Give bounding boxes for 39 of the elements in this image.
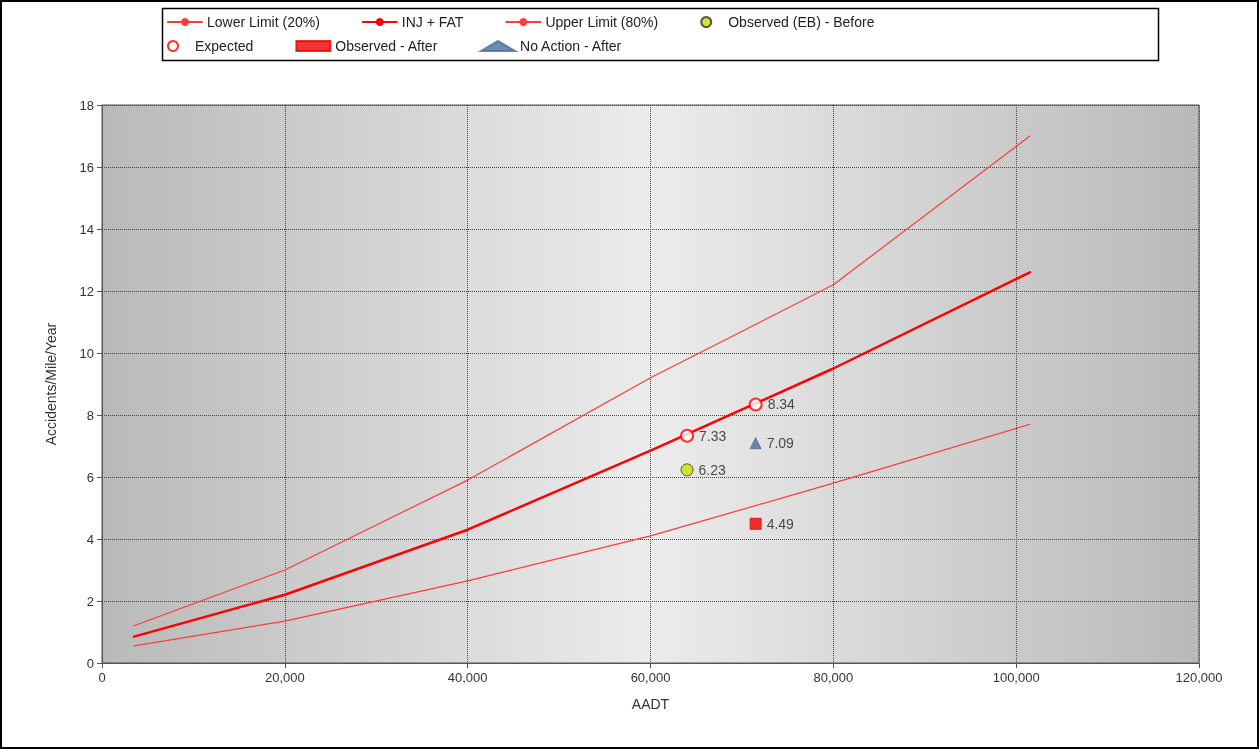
legend-label: Observed - After [335, 38, 438, 54]
point [680, 428, 695, 443]
y-tick-label: 4 [86, 531, 94, 547]
y-axis-title: Accidents/Mile/Year [43, 322, 59, 446]
point [680, 463, 694, 477]
y-tick-label: 18 [79, 97, 94, 113]
line-series [133, 135, 1031, 627]
legend-label: Upper Limit (80%) [545, 14, 659, 30]
y-tick-label: 14 [79, 221, 94, 237]
line-series [133, 423, 1031, 647]
y-tick-label: 6 [86, 469, 94, 485]
legend-label: Lower Limit (20%) [207, 14, 320, 30]
x-axis-title: AADT [631, 696, 670, 712]
y-tick-label: 12 [79, 283, 94, 299]
data-label: 4.49 [766, 515, 795, 532]
data-label: 7.33 [699, 427, 727, 444]
y-tick-label: 8 [86, 407, 94, 423]
x-tick-label: 100,000 [992, 670, 1040, 685]
x-tick-label: 60,000 [630, 670, 671, 685]
x-tick-label: 120,000 [1175, 670, 1223, 685]
legend-label: Observed (EB) - Before [728, 14, 875, 30]
y-tick-label: 0 [86, 655, 94, 671]
y-tick-label: 2 [86, 593, 94, 609]
data-label: 6.23 [698, 461, 727, 478]
point [748, 397, 763, 412]
point [749, 517, 762, 530]
legend-label: INJ + FAT [401, 14, 464, 30]
y-tick-label: 16 [79, 159, 94, 175]
line-series [132, 271, 1032, 638]
x-tick-label: 80,000 [813, 670, 854, 685]
legend-label: Expected [195, 38, 254, 54]
y-tick-label: 10 [79, 345, 94, 361]
legend-label: No Action - After [520, 38, 622, 54]
data-label: 7.09 [766, 435, 795, 452]
point [749, 437, 762, 450]
x-tick-label: 40,000 [447, 670, 488, 685]
data-label: 8.34 [767, 396, 796, 413]
x-tick-label: 0 [98, 670, 106, 685]
x-tick-label: 20,000 [264, 670, 305, 685]
